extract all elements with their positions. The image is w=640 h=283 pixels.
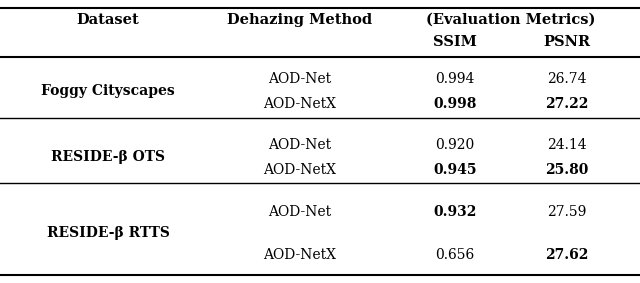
Text: RESIDE-β OTS: RESIDE-β OTS xyxy=(51,151,165,164)
Text: AOD-Net: AOD-Net xyxy=(268,205,332,219)
Text: AOD-NetX: AOD-NetX xyxy=(264,163,337,177)
Text: Foggy Cityscapes: Foggy Cityscapes xyxy=(41,85,175,98)
Text: 0.920: 0.920 xyxy=(435,138,475,152)
Text: 27.62: 27.62 xyxy=(545,248,589,262)
Text: 27.59: 27.59 xyxy=(547,205,587,219)
Text: AOD-NetX: AOD-NetX xyxy=(264,248,337,262)
Text: 0.945: 0.945 xyxy=(433,163,477,177)
Text: (Evaluation Metrics): (Evaluation Metrics) xyxy=(426,13,596,27)
Text: PSNR: PSNR xyxy=(543,35,591,49)
Text: Dehazing Method: Dehazing Method xyxy=(227,13,372,27)
Text: AOD-NetX: AOD-NetX xyxy=(264,97,337,111)
Text: RESIDE-β RTTS: RESIDE-β RTTS xyxy=(47,226,170,241)
Text: Dataset: Dataset xyxy=(77,13,140,27)
Text: 0.994: 0.994 xyxy=(435,72,475,86)
Text: AOD-Net: AOD-Net xyxy=(268,138,332,152)
Text: 24.14: 24.14 xyxy=(547,138,587,152)
Text: 0.998: 0.998 xyxy=(433,97,477,111)
Text: 0.656: 0.656 xyxy=(435,248,475,262)
Text: 27.22: 27.22 xyxy=(545,97,589,111)
Text: 26.74: 26.74 xyxy=(547,72,587,86)
Text: SSIM: SSIM xyxy=(433,35,477,49)
Text: 0.932: 0.932 xyxy=(433,205,477,219)
Text: AOD-Net: AOD-Net xyxy=(268,72,332,86)
Text: 25.80: 25.80 xyxy=(545,163,589,177)
